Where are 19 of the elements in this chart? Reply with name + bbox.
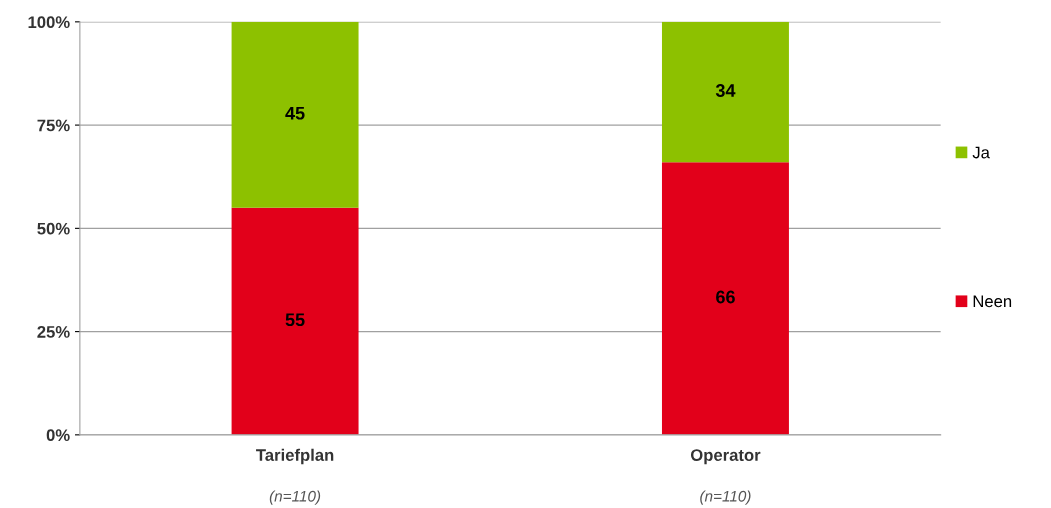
data-label: 45 bbox=[285, 107, 305, 120]
legend-label: Ja bbox=[972, 146, 990, 159]
y-tick-label: 100% bbox=[28, 16, 70, 29]
bar bbox=[231, 207, 359, 435]
data-label: 55 bbox=[285, 313, 305, 327]
text: (n=110) bbox=[269, 490, 321, 505]
x-tick-label: Tariefplan bbox=[256, 448, 334, 465]
data-label: 34 bbox=[715, 84, 736, 97]
y-tick-label: 50% bbox=[37, 222, 70, 235]
x-tick-label: Operator bbox=[690, 449, 761, 465]
y-tick-label: 75% bbox=[37, 119, 70, 132]
y-tick-label: 25% bbox=[37, 326, 70, 338]
bar bbox=[231, 21, 359, 208]
bar bbox=[661, 162, 789, 435]
data-label: 66 bbox=[716, 290, 735, 304]
y-tick-label: 0% bbox=[46, 429, 70, 442]
text: (n=110) bbox=[700, 490, 751, 505]
bar bbox=[661, 21, 789, 163]
legend-label: Neen bbox=[973, 295, 1012, 308]
